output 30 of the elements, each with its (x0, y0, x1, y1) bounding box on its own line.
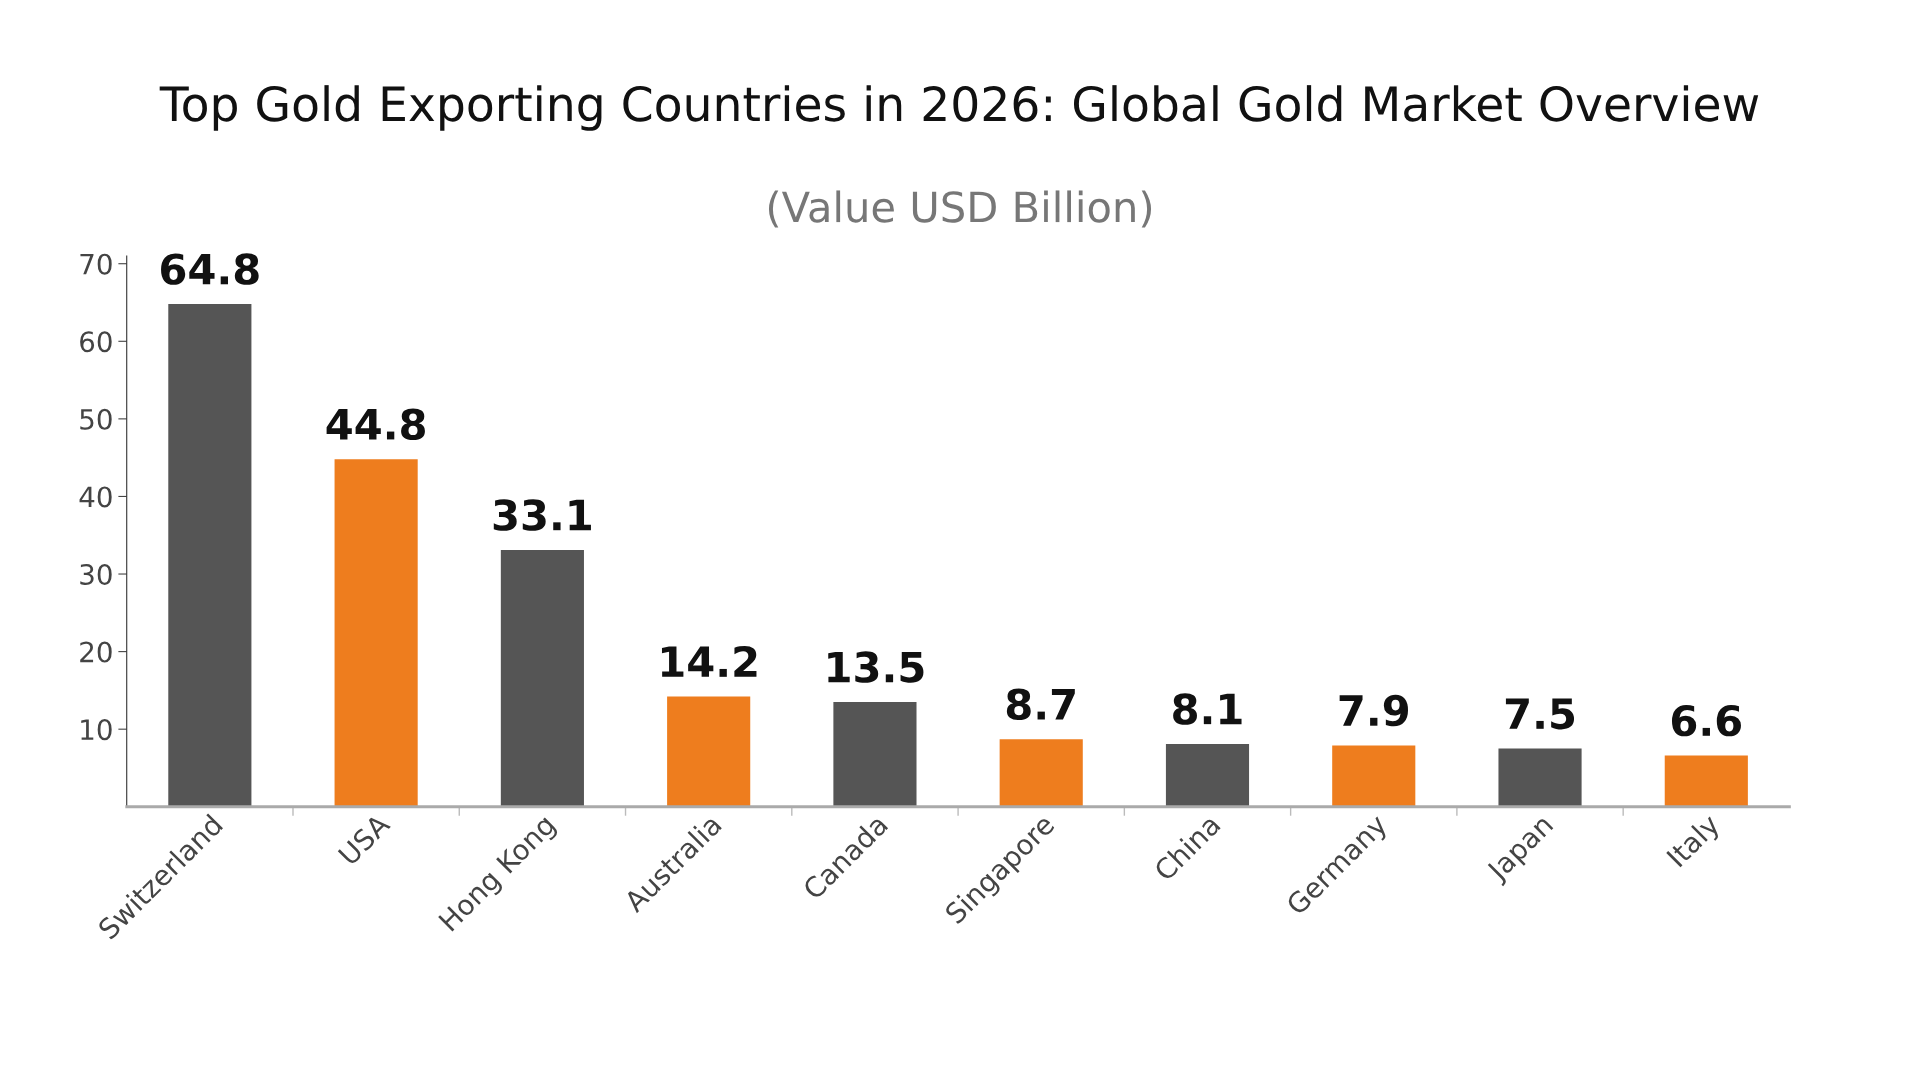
bar (1664, 755, 1748, 807)
y-tick-label: 20 (80, 641, 112, 663)
bar (1498, 748, 1582, 807)
bar (999, 739, 1083, 807)
bar (1332, 745, 1416, 807)
x-tick-label: USA (337, 812, 392, 866)
data-label: 7.5 (1505, 698, 1575, 730)
data-label: 6.6 (1671, 704, 1741, 737)
data-label: 64.8 (161, 253, 259, 285)
data-label: 33.1 (493, 499, 591, 531)
data-label: 8.7 (1006, 688, 1075, 721)
data-label: 44.8 (326, 408, 425, 441)
bar (500, 549, 584, 807)
chart-title: Top Gold Exporting Countries in 2026: Global Gold Market Overview (159, 85, 1759, 131)
bar (334, 459, 418, 807)
y-tick-label: 10 (81, 719, 112, 741)
chart-subtitle: (Value USD Billion) (768, 190, 1152, 228)
y-tick-label: 60 (80, 331, 112, 353)
bar (667, 696, 751, 807)
data-label: 7.9 (1339, 694, 1408, 727)
bar (1165, 743, 1250, 807)
data-label: 14.2 (661, 645, 757, 677)
y-tick-label: 50 (80, 408, 112, 430)
bar (168, 304, 252, 807)
data-label: 13.5 (828, 651, 924, 683)
y-tick-label: 40 (79, 486, 112, 508)
data-label: 8.1 (1173, 693, 1242, 725)
y-tick-label: 30 (80, 563, 112, 585)
bar (833, 702, 917, 807)
y-tick-label: 70 (80, 253, 112, 275)
